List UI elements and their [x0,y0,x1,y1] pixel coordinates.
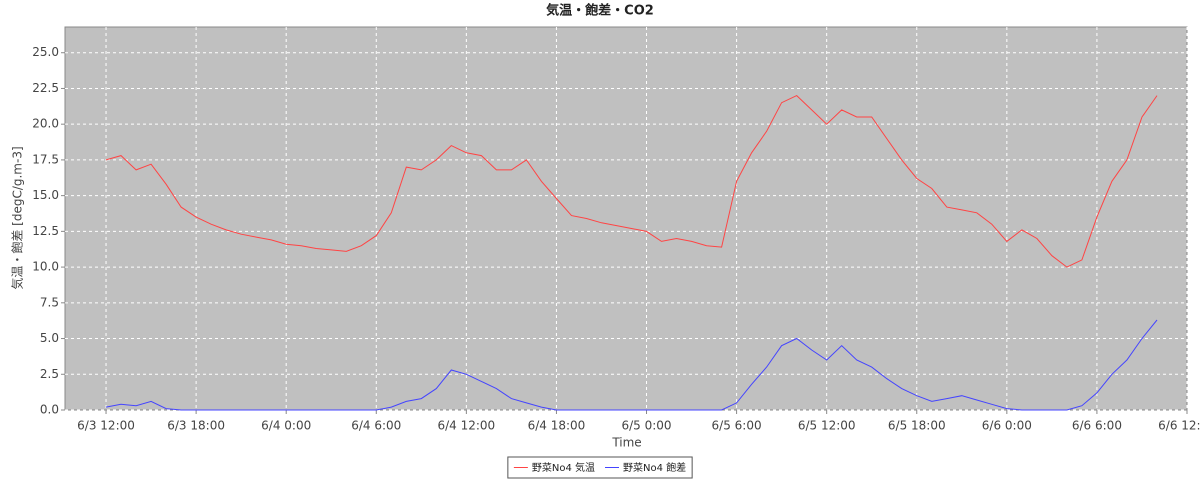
x-tick-label: 6/5 12:00 [798,419,856,433]
plot-area [64,26,1188,411]
x-tick-label: 6/5 0:00 [621,419,671,433]
y-tick-label: 25.0 [32,45,59,59]
y-tick-label: 17.5 [32,152,59,166]
x-tick-label: 6/4 0:00 [261,419,311,433]
data-line [105,319,1158,411]
chart-title: 気温・飽差・CO2 [546,3,654,19]
x-tick-label: 6/6 6:00 [1072,419,1122,433]
x-axis-label: Time [611,436,641,450]
y-tick-label: 5.0 [40,331,59,345]
y-axis-label: 気温・飽差 [degC/g.m-3] [10,146,25,289]
x-tick-label: 6/4 6:00 [351,419,401,433]
data-line [105,95,1158,268]
y-tick-label: 2.5 [40,367,59,381]
x-tick-label: 6/4 12:00 [437,419,495,433]
x-tick-label: 6/5 18:00 [888,419,946,433]
y-tick-label: 7.5 [40,295,59,309]
x-tick-label: 6/6 0:00 [982,419,1032,433]
y-tick-label: 12.5 [32,224,59,238]
legend-label: 野菜No4 飽差 [623,461,686,474]
x-tick-label: 6/4 18:00 [528,419,586,433]
x-tick-label: 6/5 6:00 [712,419,762,433]
y-tick-label: 10.0 [32,260,59,274]
y-tick-label: 22.5 [32,81,59,95]
y-tick-label: 15.0 [32,188,59,202]
legend-box [507,456,693,479]
x-tick-label: 6/3 18:00 [167,419,225,433]
legend-label: 野菜No4 気温 [532,461,595,474]
y-tick-label: 0.0 [40,403,59,417]
x-tick-label: 6/6 12:00 [1158,419,1200,433]
legend: 野菜No4 気温 野菜No4 飽差 [507,456,693,479]
y-tick-label: 20.0 [32,117,59,131]
x-tick-label: 6/3 12:00 [77,419,135,433]
